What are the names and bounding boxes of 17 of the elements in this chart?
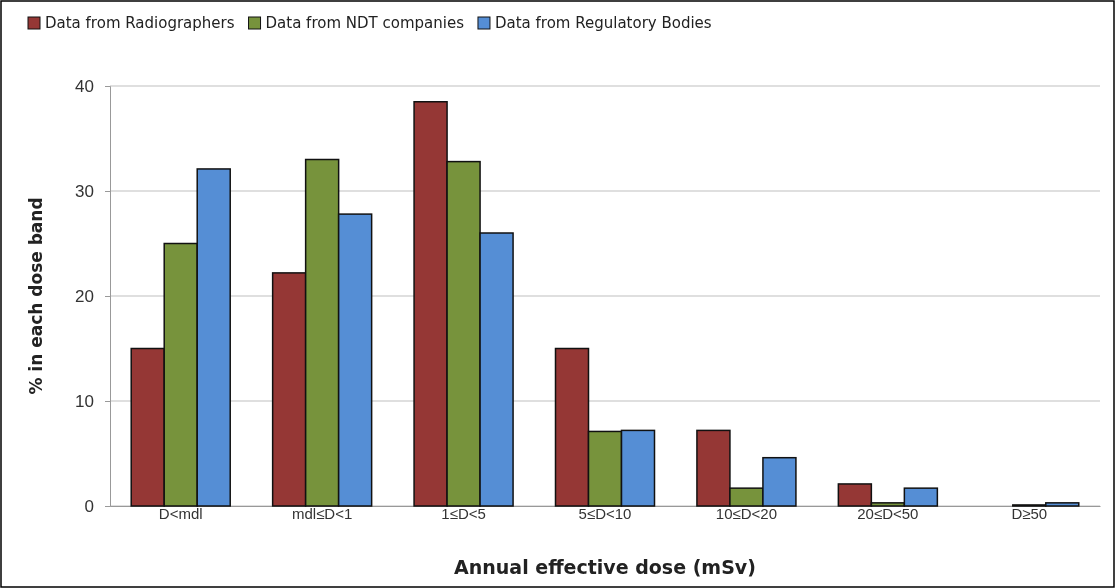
legend-label: Data from Regulatory Bodies [494, 14, 712, 32]
y-tick-label: 10 [75, 391, 94, 411]
y-axis-title: % in each dose band [26, 197, 46, 395]
x-tick-label: 20≤D<50 [857, 505, 919, 522]
x-tick-label: D<mdl [158, 505, 203, 522]
x-tick-label: 1≤D<5 [441, 505, 486, 522]
legend-label: Data from Radiographers [45, 14, 235, 32]
x-tick-label: mdl≤D<1 [291, 505, 353, 522]
x-tick-label: D≥50 [1011, 505, 1048, 522]
legend-label: Data from NDT companies [265, 14, 465, 32]
y-tick-label: 30 [75, 181, 94, 201]
x-tick-label: 10≤D<20 [715, 505, 778, 522]
x-tick-label: 5≤D<10 [578, 505, 632, 522]
x-axis-title: Annual effective dose (mSv) [454, 556, 756, 578]
y-tick-label: 20 [75, 286, 94, 306]
y-tick-label: 40 [75, 76, 94, 96]
y-tick-label: 0 [84, 496, 94, 516]
